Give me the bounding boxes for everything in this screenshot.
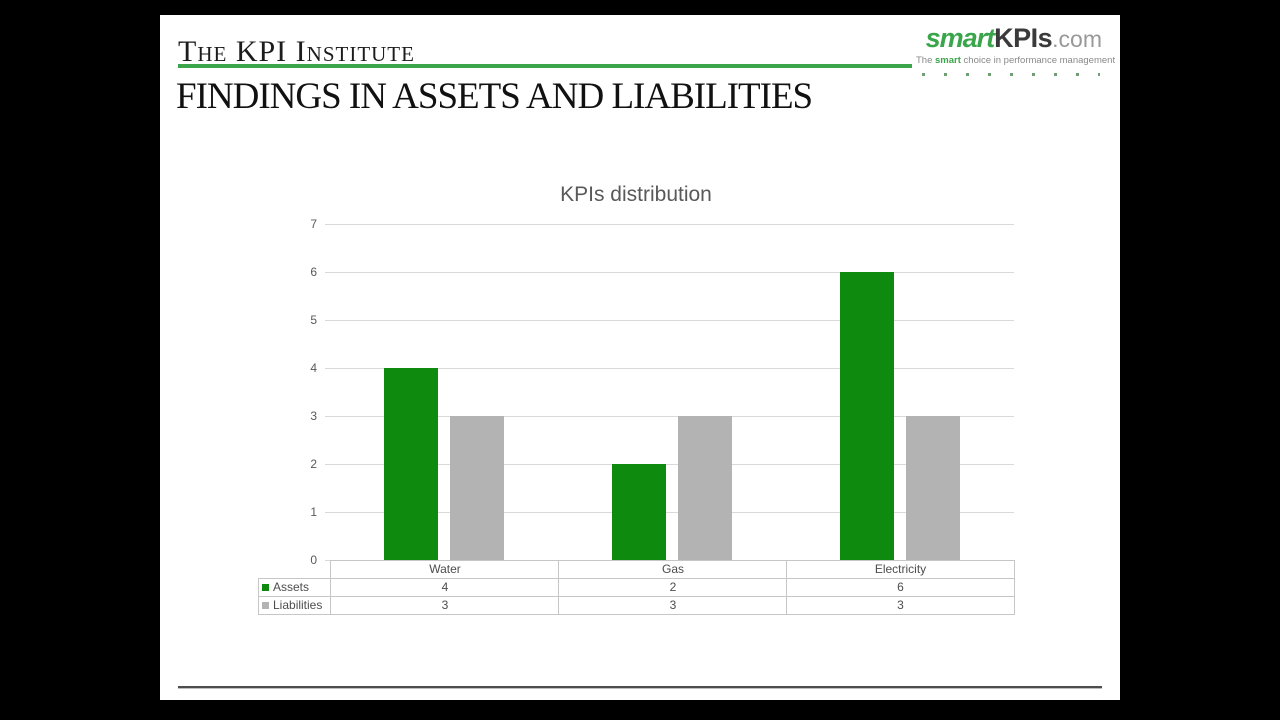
- bar-assets-gas: [612, 464, 666, 560]
- tagline-post: choice in performance management: [960, 55, 1116, 66]
- tagline-bold: smart: [935, 55, 961, 66]
- brand-title: The KPI Institute: [178, 35, 415, 68]
- bar-assets-water: [384, 368, 438, 560]
- table-header-electricity: Electricity: [786, 560, 1015, 579]
- gridline-6: [325, 272, 1014, 273]
- legend-swatch-liabilities: [262, 602, 269, 609]
- logo-tagline: The smart choice in performance manageme…: [916, 55, 1115, 66]
- table-value-assets-water: 4: [330, 578, 559, 597]
- page-title: FINDINGS IN ASSETS AND LIABILITIES: [176, 76, 813, 117]
- y-axis-tick-6: 6: [310, 265, 317, 279]
- logo-kpis-text: KPIs: [994, 23, 1053, 53]
- gridline-7: [325, 224, 1014, 225]
- y-axis-tick-4: 4: [310, 361, 317, 375]
- tagline-pre: The: [916, 55, 936, 66]
- y-axis-tick-1: 1: [310, 505, 317, 519]
- bar-liabilities-water: [450, 416, 504, 560]
- table-value-liabilities-gas: 3: [558, 596, 787, 615]
- table-value-liabilities-water: 3: [330, 596, 559, 615]
- logo-smart-text: smart: [925, 23, 996, 53]
- header-rule: [178, 64, 912, 68]
- table-value-assets-electricity: 6: [786, 578, 1015, 597]
- gridline-4: [325, 368, 1014, 369]
- gridline-5: [325, 320, 1014, 321]
- logo-domain-text: .com: [1052, 26, 1102, 52]
- gridline-1: [325, 512, 1014, 513]
- legend-cell-liabilities: Liabilities: [258, 596, 331, 615]
- slide: The KPI Institute smartKPIs.com The smar…: [160, 15, 1120, 700]
- logo-dots-decoration: [922, 73, 1100, 76]
- y-axis-tick-7: 7: [310, 217, 317, 231]
- logo-wordmark: smartKPIs.com: [916, 23, 1102, 54]
- bar-liabilities-electricity: [906, 416, 960, 560]
- legend-swatch-assets: [262, 584, 269, 591]
- bar-liabilities-gas: [678, 416, 732, 560]
- legend-label-assets: Assets: [273, 580, 310, 594]
- table-header-gas: Gas: [558, 560, 787, 579]
- table-value-liabilities-electricity: 3: [786, 596, 1015, 615]
- y-axis-tick-0: 0: [310, 553, 317, 567]
- y-axis-tick-3: 3: [310, 409, 317, 423]
- gridline-3: [325, 416, 1014, 417]
- table-value-assets-gas: 2: [558, 578, 787, 597]
- legend-label-liabilities: Liabilities: [273, 598, 323, 612]
- smartkpis-logo: smartKPIs.com The smart choice in perfor…: [916, 23, 1115, 76]
- chart-title: KPIs distribution: [560, 183, 712, 206]
- y-axis-tick-2: 2: [310, 457, 317, 471]
- bar-assets-electricity: [840, 272, 894, 560]
- table-header-water: Water: [330, 560, 559, 579]
- y-axis-tick-5: 5: [310, 313, 317, 327]
- footer-rule: [178, 686, 1102, 688]
- legend-cell-assets: Assets: [258, 578, 331, 597]
- gridline-2: [325, 464, 1014, 465]
